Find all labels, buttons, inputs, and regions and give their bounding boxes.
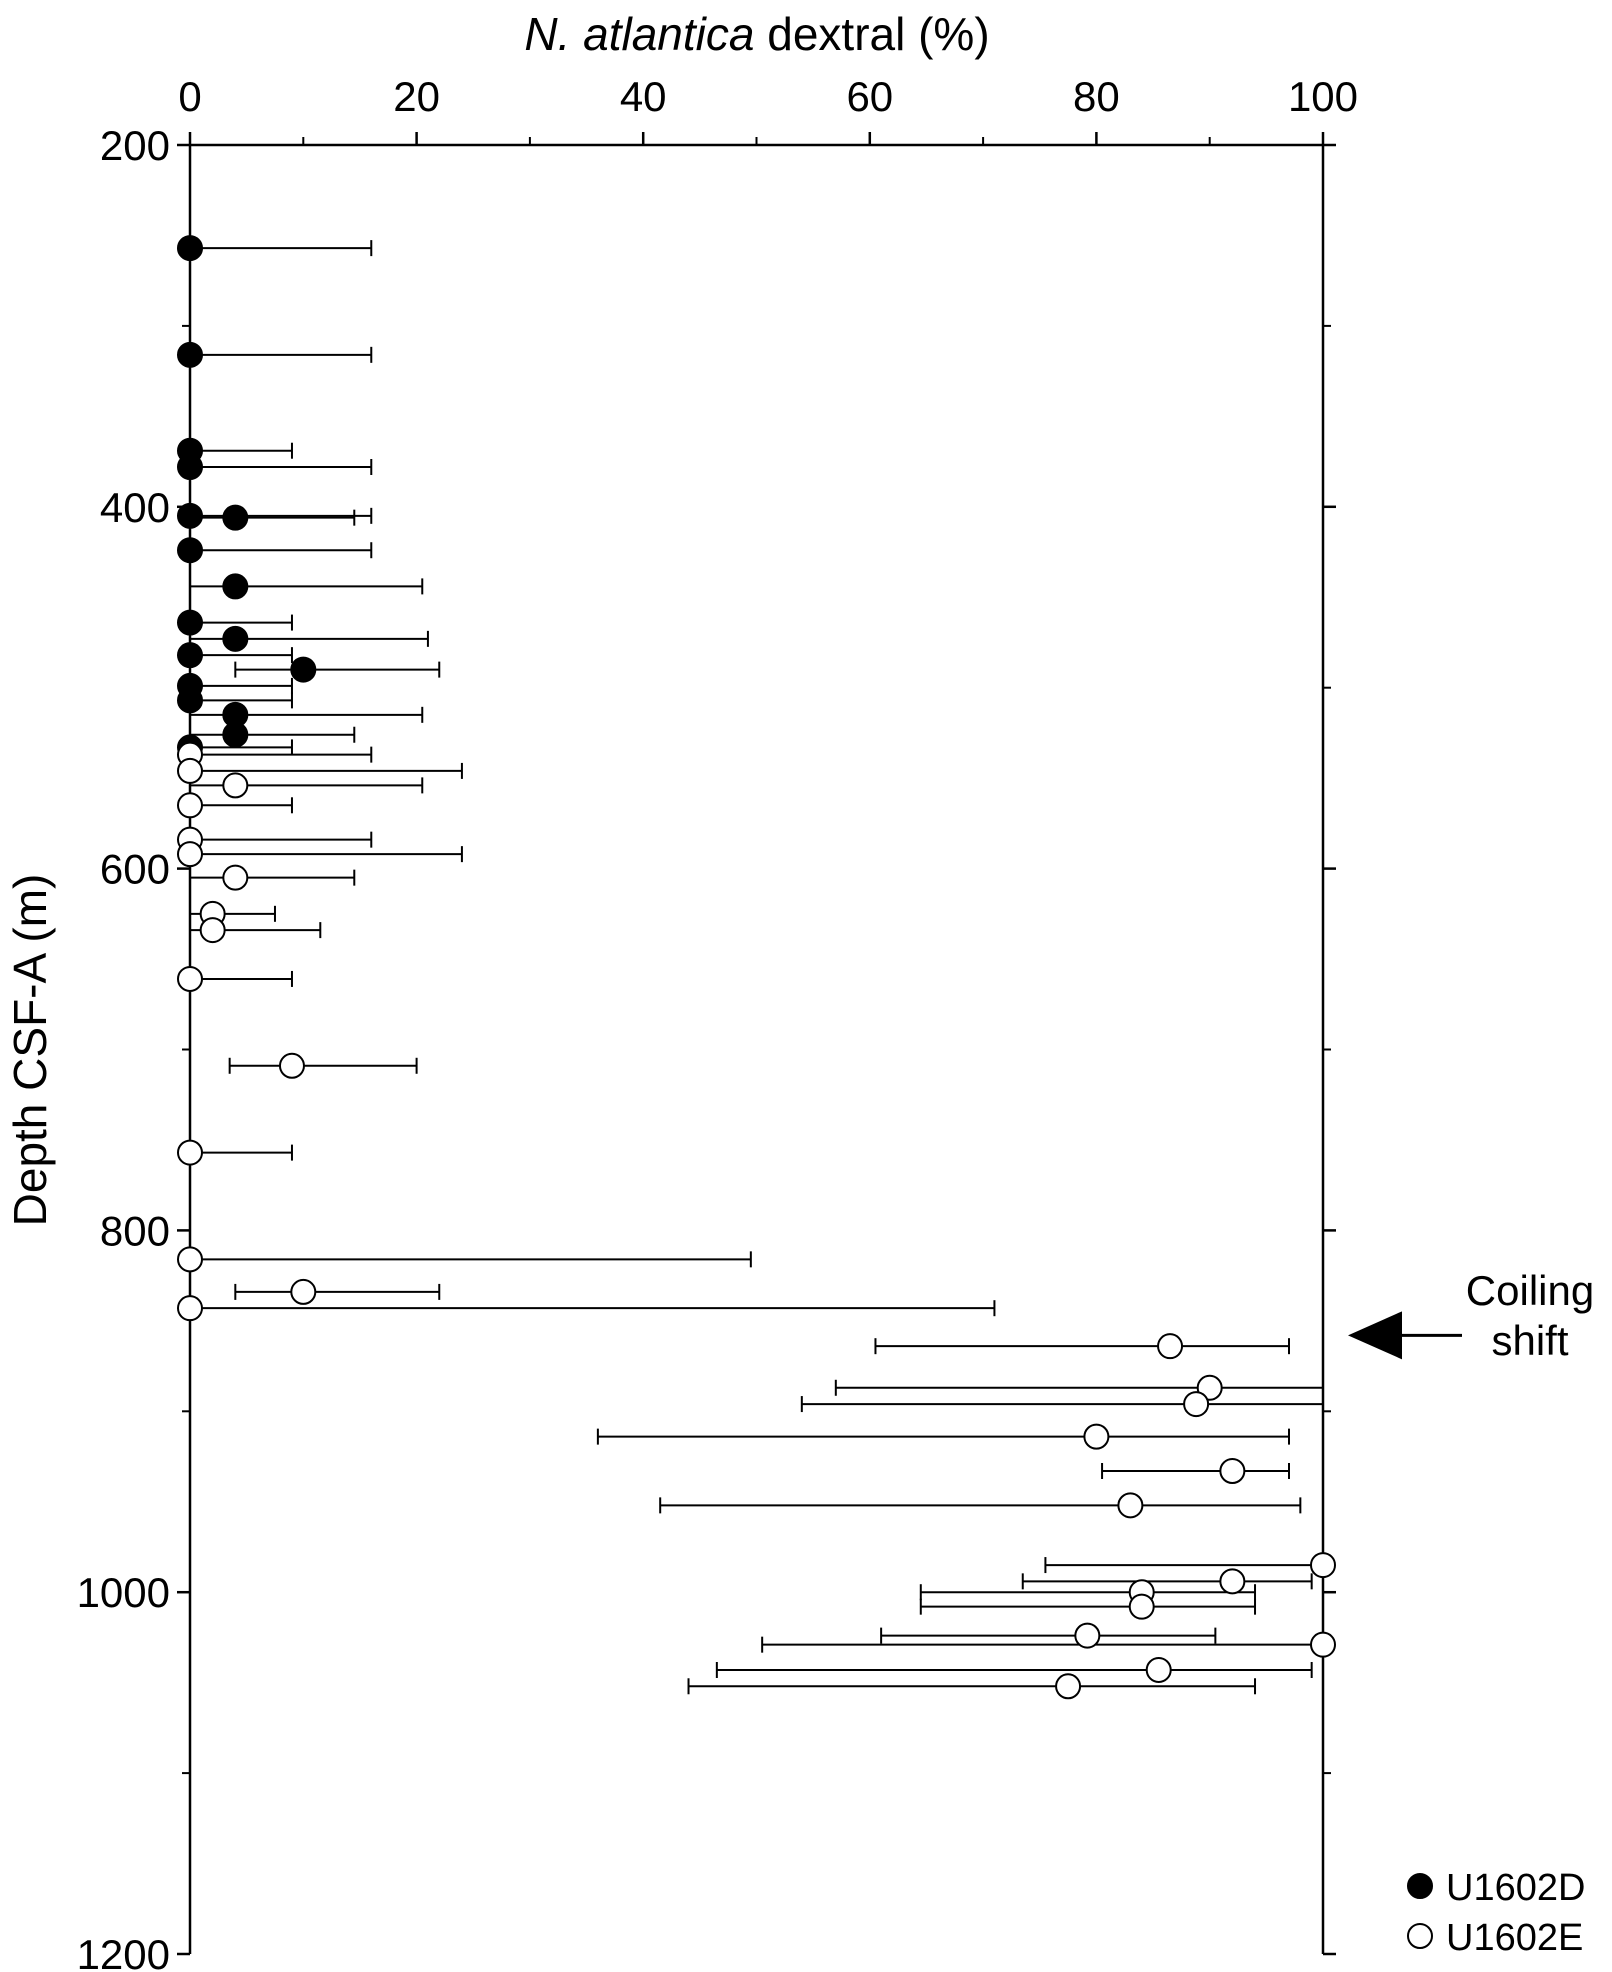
data-point-u1602e (177, 1246, 203, 1273)
annotation-line-1: Coiling (1466, 1267, 1594, 1314)
data-point-u1602d (177, 454, 203, 481)
data-point-u1602e (1157, 1333, 1184, 1360)
data-point-u1602e (1310, 1631, 1336, 1658)
data-point-u1602d (177, 642, 203, 669)
y-tick-label: 200 (100, 122, 170, 169)
data-point-u1602e (1183, 1391, 1210, 1418)
y-tick-label: 800 (100, 1207, 170, 1254)
legend-label-u1602e: U1602E (1446, 1917, 1583, 1959)
x-axis-title-rest: dextral (%) (754, 8, 989, 60)
y-tick-label: 1000 (77, 1569, 170, 1616)
data-point-u1602e (222, 772, 249, 799)
ticks: 0 20 40 60 80 100 200 400 600 800 1000 1200 (77, 73, 1358, 1972)
data-points (177, 235, 1336, 1700)
data-point-u1602d (222, 504, 249, 531)
data-point-u1602e (222, 864, 249, 891)
data-point-u1602e (1145, 1656, 1172, 1683)
x-tick-label: 100 (1288, 73, 1358, 120)
y-tick-label: 400 (100, 484, 170, 531)
data-point-u1602d (177, 537, 203, 564)
y-tick-label: 1200 (77, 1931, 170, 1972)
data-point-u1602e (290, 1278, 317, 1305)
data-point-u1602e (1219, 1457, 1246, 1484)
x-tick-label: 80 (1073, 73, 1120, 120)
x-axis-title-italic: N. atlantica (524, 8, 754, 60)
data-point-u1602e (177, 841, 203, 868)
data-point-u1602d (177, 235, 203, 262)
data-point-u1602e (1310, 1552, 1336, 1579)
data-point-u1602d (177, 687, 203, 714)
x-tick-label: 20 (393, 73, 440, 120)
data-point-u1602e (1128, 1593, 1155, 1620)
data-point-u1602e (1083, 1423, 1110, 1450)
x-axis-title: N. atlantica dextral (%) (524, 8, 989, 60)
annotation-line-2: shift (1491, 1317, 1568, 1364)
data-point-u1602e (1117, 1492, 1144, 1519)
data-point-u1602e (177, 757, 203, 784)
coiling-shift-annotation: Coiling shift (1348, 1267, 1594, 1364)
x-tick-label: 0 (178, 73, 201, 120)
data-point-u1602e (199, 917, 226, 944)
data-point-u1602e (1219, 1568, 1246, 1595)
data-point-u1602e (177, 1295, 203, 1322)
y-tick-label: 600 (100, 846, 170, 893)
data-point-u1602e (1055, 1673, 1082, 1700)
legend: U1602D U1602E (1407, 1867, 1585, 1959)
data-point-u1602e (278, 1052, 305, 1079)
data-point-u1602e (177, 792, 203, 819)
data-point-u1602d (177, 609, 203, 636)
data-point-u1602e (177, 965, 203, 992)
data-point-u1602d (222, 573, 249, 600)
data-point-u1602d (290, 656, 317, 683)
data-point-u1602e (177, 1139, 203, 1166)
data-point-u1602d (222, 625, 249, 652)
legend-label-u1602d: U1602D (1446, 1867, 1585, 1909)
data-point-u1602d (177, 341, 203, 368)
arrow-head (1348, 1311, 1402, 1360)
x-tick-label: 40 (620, 73, 667, 120)
data-point-u1602d (177, 502, 203, 529)
x-tick-label: 60 (846, 73, 893, 120)
y-axis-title: Depth CSF-A (m) (4, 874, 56, 1227)
data-point-u1602d (222, 721, 249, 748)
data-point-u1602e (1074, 1622, 1101, 1649)
legend-marker-u1602e (1407, 1923, 1433, 1949)
legend-marker-u1602d (1407, 1873, 1433, 1899)
